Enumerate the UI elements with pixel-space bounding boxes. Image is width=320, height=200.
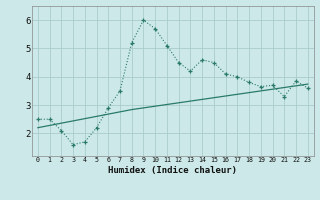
X-axis label: Humidex (Indice chaleur): Humidex (Indice chaleur) <box>108 166 237 175</box>
